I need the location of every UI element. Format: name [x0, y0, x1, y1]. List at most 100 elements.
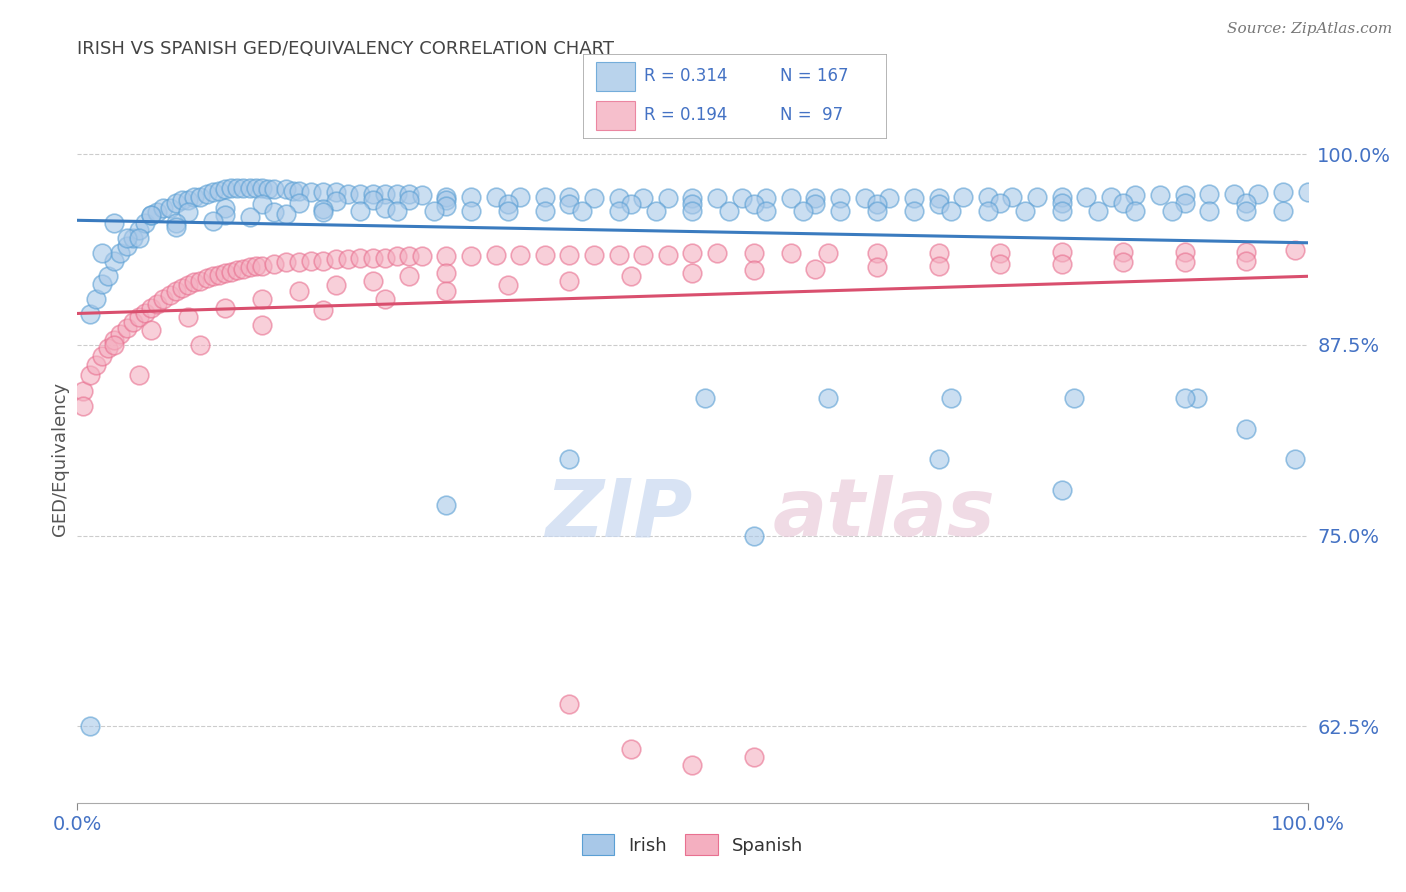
Point — [1296, 186, 1319, 200]
Point — [72, 399, 94, 413]
Point — [1284, 244, 1306, 258]
Point — [423, 203, 446, 218]
Point — [1099, 190, 1122, 204]
Point — [121, 231, 143, 245]
Point — [226, 263, 249, 277]
Point — [159, 287, 181, 301]
Point — [115, 231, 138, 245]
Point — [349, 203, 371, 218]
Point — [742, 197, 765, 211]
Point — [755, 203, 778, 218]
Point — [170, 193, 193, 207]
Point — [183, 276, 205, 290]
Point — [1050, 257, 1073, 271]
Point — [195, 186, 218, 201]
Point — [146, 205, 169, 219]
Point — [141, 301, 163, 316]
Point — [830, 203, 852, 218]
Point — [288, 255, 311, 269]
Point — [988, 196, 1011, 211]
Point — [928, 191, 950, 205]
Point — [866, 203, 889, 218]
Point — [325, 186, 347, 200]
Point — [110, 246, 132, 260]
Point — [385, 203, 409, 218]
Point — [571, 203, 593, 218]
Point — [558, 274, 581, 288]
Point — [276, 207, 298, 221]
Point — [115, 238, 138, 252]
Point — [177, 278, 200, 293]
Point — [97, 269, 120, 284]
Point — [288, 196, 311, 211]
Text: atlas: atlas — [772, 475, 995, 553]
Point — [682, 266, 704, 280]
Point — [682, 203, 704, 218]
Point — [804, 261, 827, 276]
Point — [1026, 190, 1049, 204]
Point — [141, 208, 163, 222]
Point — [988, 257, 1011, 271]
Point — [337, 252, 360, 267]
Point — [496, 197, 519, 211]
Point — [485, 248, 508, 262]
Point — [121, 315, 143, 329]
Point — [159, 201, 181, 215]
Point — [201, 214, 224, 228]
Point — [245, 259, 267, 273]
Point — [128, 231, 150, 245]
Point — [693, 392, 716, 406]
Point — [165, 216, 187, 230]
Point — [208, 184, 231, 198]
Point — [657, 191, 679, 205]
Point — [361, 193, 384, 207]
Point — [201, 186, 224, 200]
Point — [1050, 196, 1073, 211]
Point — [939, 203, 962, 218]
Point — [79, 719, 101, 733]
Point — [374, 251, 396, 265]
Point — [165, 196, 187, 211]
Text: N = 167: N = 167 — [780, 68, 848, 86]
Point — [879, 191, 901, 205]
Point — [558, 248, 581, 262]
Point — [276, 182, 298, 196]
Point — [84, 292, 107, 306]
Point — [1112, 255, 1135, 269]
Point — [1014, 203, 1036, 218]
Point — [1174, 196, 1197, 211]
Point — [263, 182, 285, 196]
Point — [214, 201, 236, 215]
Point — [853, 191, 876, 205]
Point — [780, 246, 803, 260]
Point — [1272, 203, 1295, 218]
Point — [1234, 203, 1257, 218]
Point — [1198, 186, 1220, 201]
Point — [1112, 196, 1135, 211]
Point — [214, 182, 236, 196]
Point — [939, 392, 962, 406]
Point — [952, 190, 974, 204]
Point — [152, 201, 174, 215]
Point — [299, 254, 322, 268]
Point — [128, 310, 150, 325]
Point — [250, 292, 273, 306]
Point — [496, 278, 519, 293]
Point — [436, 249, 458, 263]
Point — [177, 193, 200, 207]
Point — [657, 248, 679, 262]
Point — [263, 205, 285, 219]
Point — [1247, 186, 1270, 201]
Point — [398, 193, 420, 207]
Point — [558, 197, 581, 211]
Point — [1050, 244, 1073, 259]
Point — [1284, 452, 1306, 467]
Point — [152, 292, 174, 306]
FancyBboxPatch shape — [596, 62, 636, 91]
Point — [312, 302, 335, 317]
Point — [534, 248, 557, 262]
Point — [398, 249, 420, 263]
Point — [398, 186, 420, 201]
Point — [411, 188, 433, 202]
Point — [361, 274, 384, 288]
